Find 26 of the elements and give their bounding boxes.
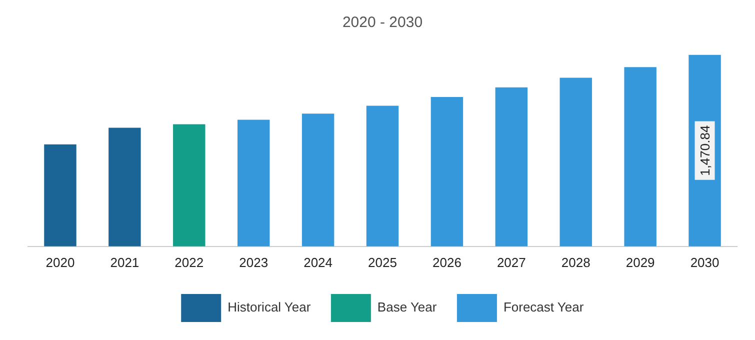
bar	[302, 114, 334, 246]
chart-title: 2020 - 2030	[342, 14, 423, 32]
x-tick-label: 2026	[432, 254, 462, 270]
x-tick-label: 2023	[239, 254, 268, 270]
bar	[237, 120, 270, 246]
bar	[495, 87, 528, 246]
x-tick-label: 2030	[690, 254, 720, 270]
bar	[430, 97, 464, 246]
x-tick-label: 2022	[174, 254, 204, 270]
legend-label: Base Year	[377, 300, 438, 315]
x-tick-label: 2024	[304, 254, 333, 270]
bar	[108, 128, 141, 246]
bar	[173, 124, 206, 246]
x-tick-label: 2029	[626, 254, 655, 270]
bar	[560, 78, 592, 246]
bar	[366, 106, 399, 246]
x-tick-label: 2020	[46, 254, 75, 270]
x-tick-label: 2027	[496, 254, 526, 270]
bar	[44, 144, 76, 246]
legend-label: Historical Year	[228, 300, 312, 315]
legend-label: Forecast Year	[503, 300, 584, 315]
bar	[624, 67, 656, 246]
x-tick-label: 2021	[110, 254, 140, 270]
data-label: 1,470.84	[697, 125, 712, 176]
x-tick-label: 2028	[561, 254, 590, 270]
x-tick-label: 2025	[368, 254, 397, 270]
